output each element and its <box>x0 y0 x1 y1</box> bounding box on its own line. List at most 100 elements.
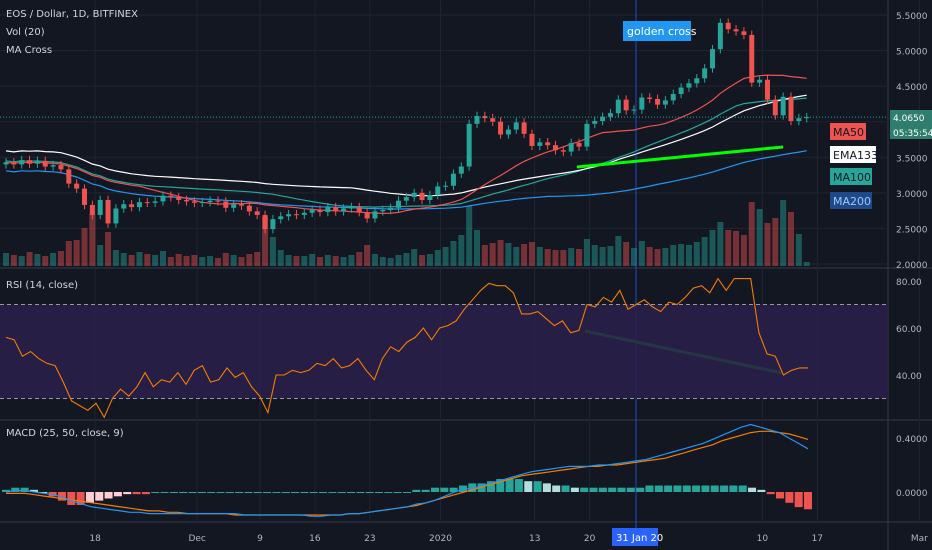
candle-body <box>348 207 354 209</box>
macd-histogram-bar <box>123 492 132 495</box>
macd-histogram-bar <box>20 487 29 492</box>
golden-cross-annotation-box[interactable] <box>623 21 691 41</box>
price-tick-label: 4.5000 <box>896 83 928 93</box>
macd-histogram-bar <box>505 479 514 492</box>
candle-body <box>780 96 786 116</box>
volume-bar <box>450 241 457 266</box>
last-price-label: 4.0650 <box>893 114 925 124</box>
macd-histogram-bar <box>347 492 356 493</box>
price-pane[interactable] <box>0 0 888 528</box>
volume-bar <box>230 255 237 266</box>
volume-bar <box>34 254 41 266</box>
price-tick-label: 3.0000 <box>896 190 928 200</box>
candle-body <box>239 204 244 206</box>
macd-histogram-bar <box>300 492 309 493</box>
macd-histogram-bar <box>692 485 701 492</box>
price-trendline[interactable] <box>576 145 784 169</box>
macd-histogram-bar <box>785 492 794 503</box>
candle-body <box>97 199 103 215</box>
volume-bar <box>112 250 119 266</box>
macd-line <box>5 423 809 517</box>
volume-bar <box>277 250 284 266</box>
volume-bar <box>26 252 33 266</box>
volume-bar <box>497 240 504 266</box>
volume-bar <box>772 218 779 266</box>
candle-body <box>474 116 480 124</box>
candle-body <box>27 160 33 164</box>
candle-body <box>764 79 770 100</box>
volume-bar <box>654 249 661 266</box>
volume-bar <box>521 244 528 266</box>
candle-body <box>34 160 40 164</box>
golden-cross-annotation: golden cross <box>627 25 697 38</box>
rsi-pane[interactable] <box>0 277 888 419</box>
volume-bar <box>317 257 323 266</box>
volume-bar <box>395 255 402 266</box>
macd-histogram-bar <box>757 489 766 492</box>
ma100-label: MA100 <box>833 171 871 184</box>
volume-bar <box>403 253 410 266</box>
candle-body <box>772 99 778 116</box>
macd-histogram-bar <box>384 492 393 493</box>
macd-pane[interactable] <box>2 423 812 517</box>
macd-histogram-bar <box>580 487 589 492</box>
macd-histogram-bar <box>421 489 430 492</box>
candle-body <box>403 197 409 201</box>
time-tick-label: 10 <box>757 534 769 544</box>
macd-histogram-bar <box>570 487 579 492</box>
candle-body <box>702 68 708 79</box>
candle-body <box>435 186 441 195</box>
volume-bar <box>670 245 677 266</box>
volume-bar <box>120 253 127 266</box>
ma50-label-box <box>830 123 866 140</box>
macd-histogram-bar <box>132 492 141 495</box>
macd-histogram-bar <box>552 485 561 492</box>
chart-title: EOS / Dollar, 1D, BITFINEX <box>6 9 138 20</box>
volume-bar <box>599 247 606 266</box>
volume-bar <box>309 254 316 266</box>
macd-histogram-bar <box>701 485 710 492</box>
candle-body <box>105 199 111 224</box>
candle-body <box>592 121 598 124</box>
candle-body <box>152 201 158 203</box>
volume-bar <box>528 242 535 266</box>
candle-body <box>710 49 715 69</box>
candle-body <box>600 116 606 122</box>
volume-bar <box>466 206 473 266</box>
volume-bar <box>301 256 308 266</box>
candle-body <box>553 145 558 151</box>
volume-bar <box>583 239 590 266</box>
volume-bar <box>411 249 418 266</box>
volume-bar <box>222 253 229 266</box>
macd-histogram-bar <box>29 489 38 492</box>
candle-body <box>129 204 135 208</box>
macd-histogram-bar <box>673 485 682 492</box>
volume-bar <box>269 237 276 266</box>
volume-bar <box>740 235 747 266</box>
crosshair-date-label: 31 Jan 20 <box>616 533 663 544</box>
candle-body <box>466 123 472 167</box>
candle-body <box>796 118 802 122</box>
time-tick-label: 13 <box>529 534 540 544</box>
countdown-box <box>890 125 932 139</box>
candle-body <box>694 78 700 84</box>
ma200-label-box <box>830 192 872 209</box>
macd-histogram-bar <box>794 492 803 508</box>
volume-bar <box>18 256 25 266</box>
candle-body <box>655 98 661 105</box>
volume-bar <box>262 217 269 266</box>
time-tick-label: 20 <box>584 534 596 544</box>
macd-histogram-bar <box>253 492 262 493</box>
candle-body <box>749 34 755 83</box>
candle-body <box>364 212 370 219</box>
macd-histogram-bar <box>804 492 812 510</box>
candle-body <box>490 118 496 122</box>
candle-body <box>325 207 331 213</box>
volume-bar <box>160 251 166 266</box>
candle-body <box>443 185 449 187</box>
volume-bar <box>50 253 57 266</box>
volume-bar <box>505 243 512 266</box>
volume-bar <box>238 257 245 266</box>
macd-histogram-bar <box>328 492 337 493</box>
